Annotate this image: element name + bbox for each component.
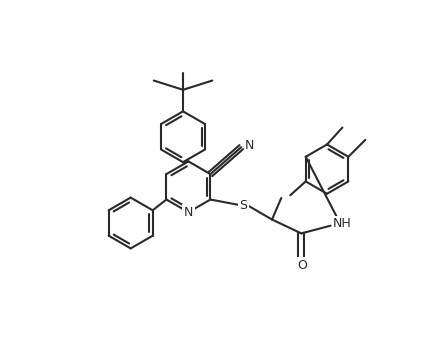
Text: NH: NH — [333, 217, 352, 230]
Text: O: O — [297, 259, 307, 272]
Text: N: N — [184, 206, 193, 219]
Text: N: N — [244, 139, 254, 152]
Text: S: S — [240, 199, 248, 212]
